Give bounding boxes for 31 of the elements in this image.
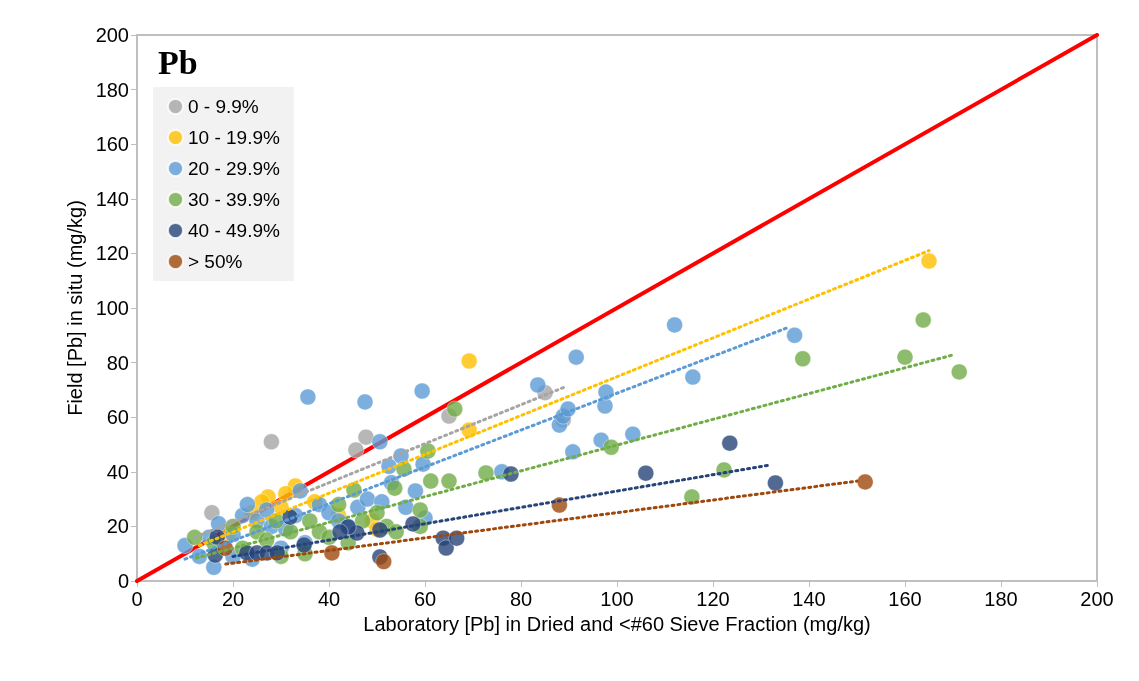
y-tick-label: 60: [106, 406, 129, 429]
x-axis-title: Laboratory [Pb] in Dried and <#60 Sieve Fraction (mg/kg): [363, 612, 871, 635]
y-tick-label: 80: [106, 351, 129, 374]
y-tick-label: 200: [95, 24, 129, 46]
y-tick-label: 140: [95, 187, 129, 210]
y-tick-label: 180: [95, 78, 129, 101]
legend-label: 0 - 9.9%: [188, 96, 259, 117]
x-tick-label: 0: [131, 588, 143, 610]
y-tick-label: 100: [95, 297, 129, 319]
y-tick-label: 120: [95, 242, 129, 265]
legend-label: 20 - 29.9%: [188, 158, 280, 179]
x-tick-label: 60: [413, 588, 437, 610]
x-tick-label: 100: [600, 588, 634, 610]
x-tick-label: 160: [888, 588, 922, 610]
legend-label: > 50%: [188, 251, 243, 272]
x-tick-label: 20: [221, 588, 245, 610]
y-tick-label: 0: [117, 570, 129, 592]
y-tick-label: 40: [106, 460, 129, 483]
y-axis-title: Field [Pb] in situ (mg/kg): [63, 200, 86, 416]
x-tick-label: 140: [792, 588, 826, 610]
legend-label: 40 - 49.9%: [188, 220, 280, 241]
x-tick-label: 120: [696, 588, 730, 610]
x-tick-label: 200: [1080, 588, 1114, 610]
legend-label: 10 - 19.9%: [188, 127, 280, 148]
y-tick-label: 20: [106, 515, 129, 538]
x-tick-label: 180: [984, 588, 1018, 610]
chart-title: Pb: [158, 43, 198, 81]
x-tick-label: 40: [317, 588, 341, 610]
legend-label: 30 - 39.9%: [188, 189, 280, 210]
x-tick-label: 80: [509, 588, 533, 610]
y-tick-label: 160: [95, 133, 129, 156]
